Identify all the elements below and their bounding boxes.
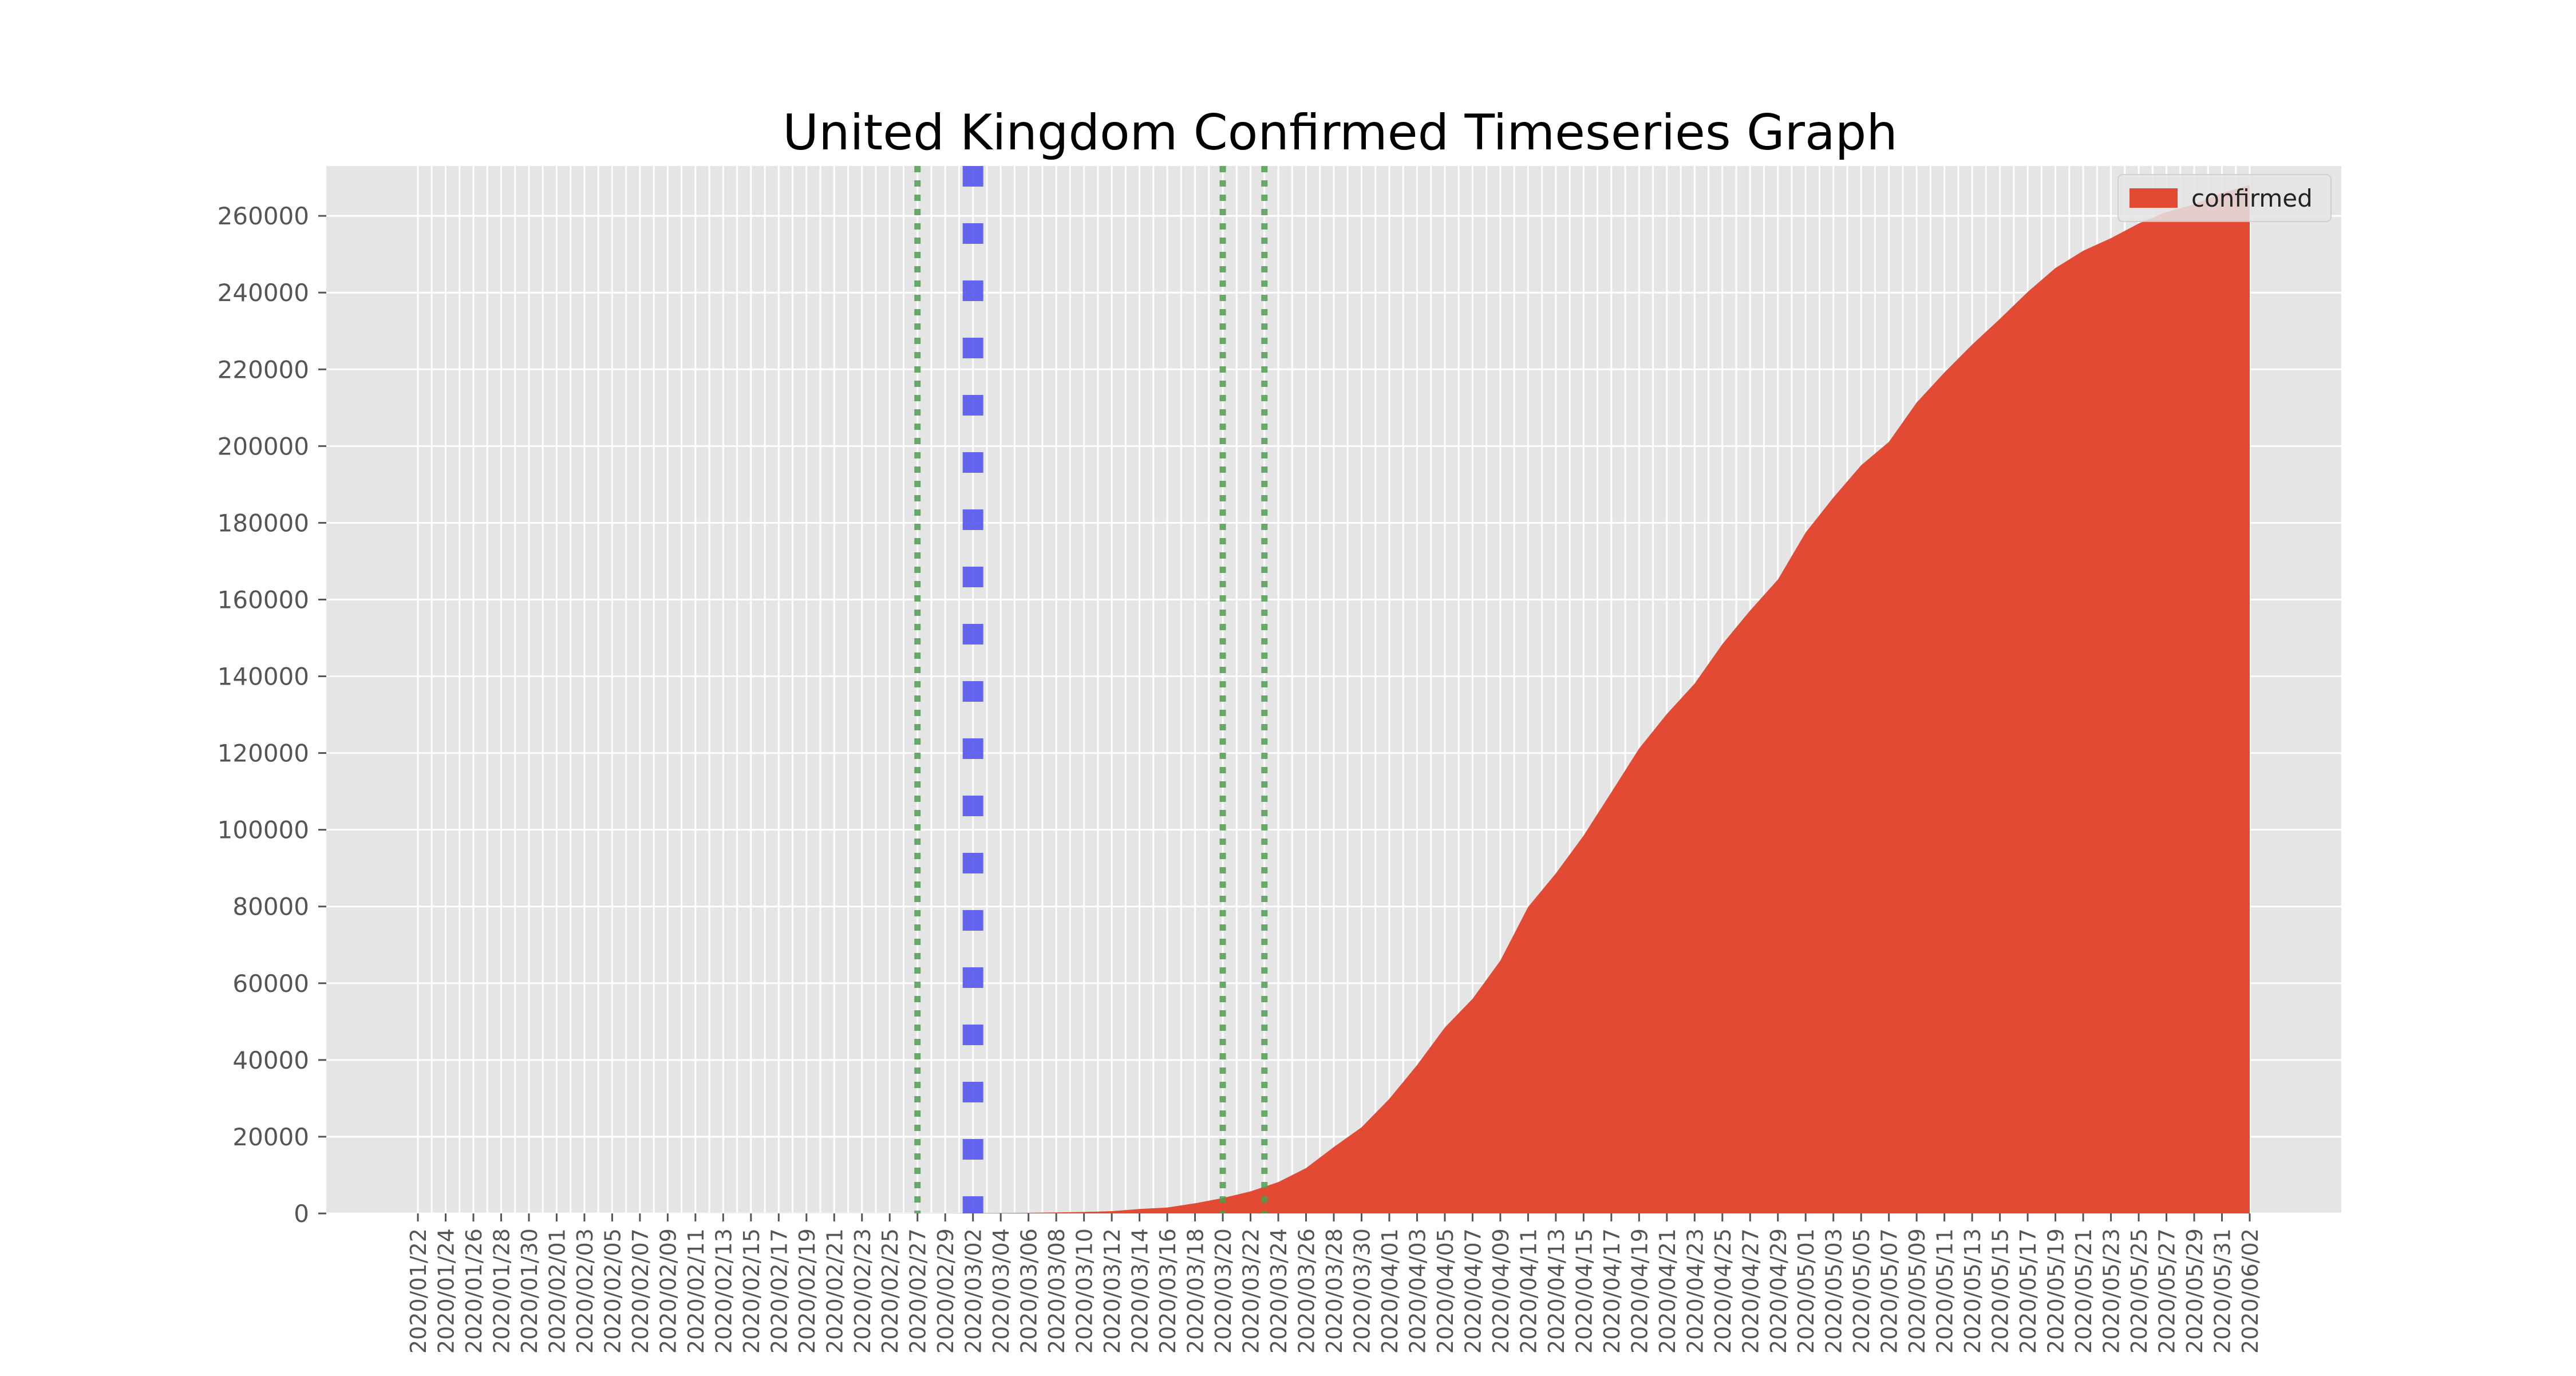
x-tick-label: 2020/02/09 bbox=[655, 1228, 681, 1354]
y-tick-label: 80000 bbox=[232, 893, 309, 921]
x-tick-label: 2020/03/12 bbox=[1100, 1228, 1125, 1354]
x-tick-label: 2020/03/20 bbox=[1211, 1228, 1236, 1354]
x-tick-label: 2020/03/16 bbox=[1155, 1228, 1180, 1354]
x-tick-label: 2020/04/13 bbox=[1544, 1228, 1569, 1354]
x-tick-label: 2020/04/15 bbox=[1571, 1228, 1597, 1354]
x-tick-label: 2020/02/21 bbox=[822, 1228, 847, 1354]
y-tick-label: 240000 bbox=[218, 279, 309, 307]
x-tick-label: 2020/05/09 bbox=[1905, 1228, 1930, 1354]
x-tick-label: 2020/04/07 bbox=[1460, 1228, 1485, 1354]
x-tick-label: 2020/01/24 bbox=[433, 1228, 459, 1354]
x-tick-label: 2020/05/05 bbox=[1849, 1228, 1874, 1354]
y-tick-label: 100000 bbox=[218, 816, 309, 844]
x-tick-label: 2020/03/28 bbox=[1322, 1228, 1347, 1354]
y-tick-label: 140000 bbox=[218, 663, 309, 691]
x-tick-label: 2020/05/15 bbox=[1988, 1228, 2013, 1354]
x-tick-label: 2020/03/06 bbox=[1017, 1228, 1042, 1354]
x-tick-label: 2020/03/08 bbox=[1044, 1228, 1069, 1354]
x-tick-label: 2020/05/27 bbox=[2155, 1228, 2180, 1354]
x-tick-label: 2020/02/15 bbox=[739, 1228, 764, 1354]
y-tick-label: 180000 bbox=[218, 509, 309, 537]
x-tick-label: 2020/02/19 bbox=[795, 1228, 820, 1354]
y-tick-label: 40000 bbox=[232, 1046, 309, 1074]
legend-box bbox=[2117, 174, 2332, 222]
x-tick-label: 2020/05/25 bbox=[2127, 1228, 2152, 1354]
chart-title: United Kingdom Confirmed Timeseries Grap… bbox=[783, 104, 1898, 161]
x-tick-label: 2020/05/23 bbox=[2099, 1228, 2124, 1354]
x-tick-label: 2020/05/13 bbox=[1960, 1228, 1985, 1354]
x-tick-label: 2020/04/25 bbox=[1710, 1228, 1736, 1354]
x-tick-label: 2020/03/14 bbox=[1128, 1228, 1153, 1354]
x-tick-label: 2020/04/19 bbox=[1627, 1228, 1652, 1354]
x-tick-label: 2020/02/23 bbox=[850, 1228, 875, 1354]
x-tick-label: 2020/02/17 bbox=[767, 1228, 792, 1354]
x-tick-label: 2020/03/02 bbox=[961, 1228, 986, 1354]
x-tick-label: 2020/05/21 bbox=[2071, 1228, 2096, 1354]
x-tick-label: 2020/04/23 bbox=[1682, 1228, 1708, 1354]
x-tick-label: 2020/05/29 bbox=[2182, 1228, 2207, 1354]
x-tick-label: 2020/04/21 bbox=[1655, 1228, 1680, 1354]
x-tick-label: 2020/01/26 bbox=[461, 1228, 487, 1354]
x-tick-label: 2020/04/29 bbox=[1766, 1228, 1791, 1354]
x-tick-label: 2020/04/05 bbox=[1433, 1228, 1458, 1354]
x-tick-label: 2020/03/18 bbox=[1183, 1228, 1208, 1354]
x-tick-label: 2020/05/31 bbox=[2210, 1228, 2235, 1354]
x-tick-label: 2020/04/03 bbox=[1405, 1228, 1430, 1354]
legend-label: confirmed bbox=[2191, 184, 2313, 212]
x-tick-label: 2020/02/01 bbox=[544, 1228, 570, 1354]
y-tick-label: 260000 bbox=[218, 202, 309, 230]
x-tick-label: 2020/06/02 bbox=[2238, 1228, 2263, 1354]
x-tick-label: 2020/02/11 bbox=[683, 1228, 709, 1354]
x-tick-label: 2020/03/22 bbox=[1239, 1228, 1264, 1354]
y-tick-label: 60000 bbox=[232, 970, 309, 998]
x-tick-label: 2020/03/24 bbox=[1266, 1228, 1291, 1354]
x-tick-label: 2020/05/17 bbox=[2016, 1228, 2041, 1354]
legend-swatch bbox=[2129, 188, 2178, 208]
x-tick-label: 2020/02/13 bbox=[711, 1228, 736, 1354]
x-tick-label: 2020/01/30 bbox=[517, 1228, 542, 1354]
x-tick-label: 2020/04/01 bbox=[1377, 1228, 1402, 1354]
x-tick-label: 2020/03/10 bbox=[1072, 1228, 1097, 1354]
x-tick-label: 2020/05/07 bbox=[1877, 1228, 1902, 1354]
y-tick-label: 160000 bbox=[218, 586, 309, 614]
x-tick-label: 2020/05/19 bbox=[2044, 1228, 2069, 1354]
x-tick-label: 2020/03/30 bbox=[1349, 1228, 1374, 1354]
x-tick-label: 2020/02/29 bbox=[933, 1228, 958, 1354]
series-area-confirmed bbox=[418, 185, 2250, 1213]
x-tick-label: 2020/02/25 bbox=[878, 1228, 903, 1354]
x-tick-label: 2020/04/17 bbox=[1599, 1228, 1625, 1354]
y-tick-label: 0 bbox=[294, 1200, 309, 1228]
x-tick-label: 2020/03/04 bbox=[989, 1228, 1014, 1354]
x-tick-label: 2020/04/09 bbox=[1488, 1228, 1514, 1354]
y-tick-label: 220000 bbox=[218, 355, 309, 383]
x-tick-label: 2020/04/27 bbox=[1738, 1228, 1763, 1354]
x-tick-label: 2020/01/22 bbox=[406, 1228, 431, 1354]
x-tick-label: 2020/02/05 bbox=[600, 1228, 625, 1354]
x-tick-label: 2020/05/11 bbox=[1933, 1228, 1958, 1354]
x-tick-label: 2020/05/01 bbox=[1793, 1228, 1819, 1354]
y-tick-label: 200000 bbox=[218, 432, 309, 460]
x-tick-label: 2020/02/07 bbox=[628, 1228, 653, 1354]
x-tick-label: 2020/01/28 bbox=[489, 1228, 514, 1354]
x-tick-label: 2020/02/03 bbox=[572, 1228, 598, 1354]
x-tick-label: 2020/03/26 bbox=[1294, 1228, 1319, 1354]
x-tick-label: 2020/04/11 bbox=[1516, 1228, 1541, 1354]
y-tick-label: 120000 bbox=[218, 740, 309, 768]
y-tick-label: 20000 bbox=[232, 1123, 309, 1151]
x-tick-label: 2020/05/03 bbox=[1822, 1228, 1847, 1354]
x-tick-label: 2020/02/27 bbox=[906, 1228, 931, 1354]
